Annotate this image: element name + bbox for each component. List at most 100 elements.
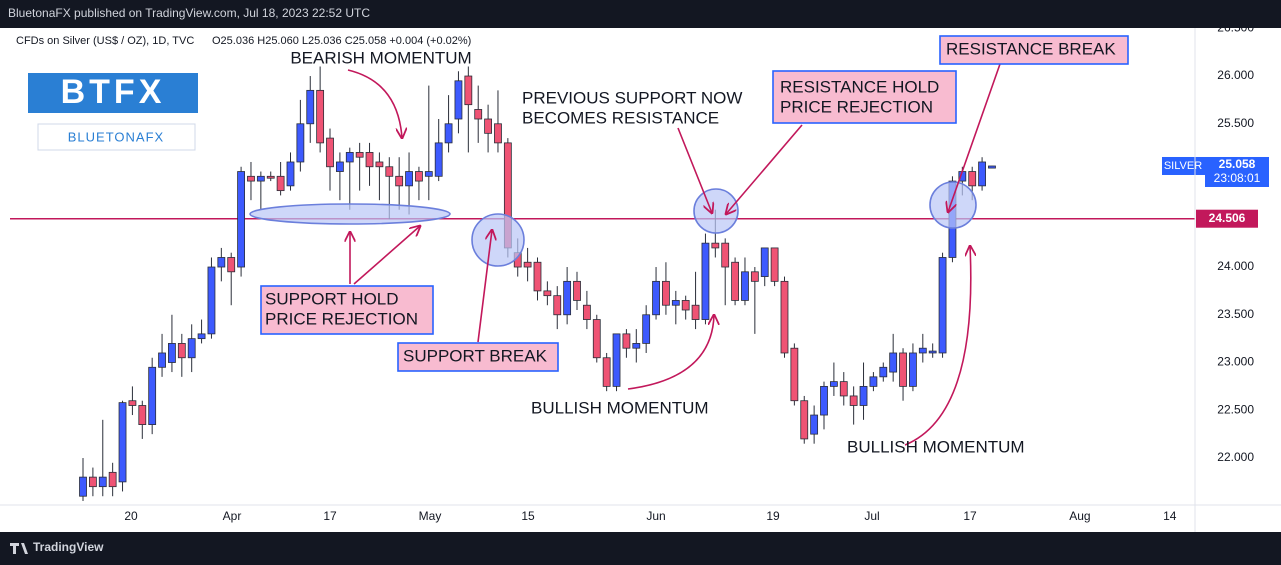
x-tick-label: Jul [864,509,879,523]
candle-body [582,304,591,320]
last-name-tag [1162,156,1205,175]
y-tick-label: 22.500 [1217,402,1254,416]
last-name: SILVER [1164,160,1202,172]
candle-body [918,347,927,354]
candle-body [415,171,423,182]
x-tick-label: 17 [323,509,337,523]
candle-body [79,476,87,497]
candle-body [899,352,907,387]
logo-box [28,73,198,113]
candle-body [553,295,562,316]
candle-body [138,405,147,425]
candle-body [148,366,157,425]
tv-icon [10,543,28,554]
last-price: 25.058 [1219,157,1256,171]
candle-body [681,300,690,311]
candle-body [187,338,196,359]
candle-body [345,152,354,163]
x-tick-label: Aug [1069,509,1090,523]
candle-body [454,80,463,120]
y-tick-label: 22.000 [1217,450,1254,464]
candle-body [335,161,344,172]
x-tick-label: 15 [521,509,535,523]
brand: TradingView [33,540,104,554]
arrow [677,127,712,213]
annotation: SUPPORT BREAK [403,346,548,365]
candle-body [731,261,739,301]
candle-body [770,247,779,282]
candle-body [810,414,819,435]
break-circle [929,181,977,229]
candle-body [879,366,888,378]
x-tick-label: 14 [1163,509,1177,523]
annotations: BEARISH MOMENTUM PREVIOUS SUPPORT NOWBECO… [260,35,1129,456]
annotation: BULLISH MOMENTUM [531,398,709,417]
candle-body [662,280,670,306]
candle-body [612,333,621,387]
arrow [353,226,420,285]
annotation: PREVIOUS SUPPORT NOW [522,88,742,107]
resistance-circle [693,188,739,234]
top-bar [0,0,1281,28]
candle-body [711,242,720,249]
candle-body [375,161,384,168]
candle-body [533,261,542,292]
arrow [948,63,1001,212]
break-circle [471,213,525,267]
candle-body [928,350,937,354]
annotation: RESISTANCE BREAK [946,39,1116,58]
candle-body [494,123,502,144]
logo-text: BTFX [61,73,166,111]
candle-body [108,471,117,488]
candle-body [365,152,374,168]
candle-body [829,381,838,387]
level-tag [1196,209,1258,228]
annotation: BULLISH MOMENTUM [847,437,1025,456]
y-tick-label: 23.500 [1217,307,1254,321]
candle-body [859,385,868,406]
last-price-tag [1205,156,1269,187]
candle-body [395,175,404,187]
annotation: SUPPORT HOLD [265,289,399,308]
candle-body [316,89,325,144]
candle-body [168,343,176,363]
annotation-box [260,285,434,335]
candle-body [691,304,700,320]
arrow [347,69,402,138]
candle-body [543,290,552,297]
annotation-box [772,70,957,124]
candle-body [286,161,295,187]
candle-body [217,257,226,268]
y-tick-label: 24.000 [1217,259,1254,273]
drawings [249,63,1001,446]
candle-body [247,175,255,182]
annotation: PRICE REJECTION [265,309,418,328]
candle-body [434,142,443,177]
candle-body [592,319,601,359]
candle-body [790,347,799,402]
candle-body [484,118,492,134]
logo-box [37,123,196,151]
annotation: BECOMES RESISTANCE [522,108,719,127]
y-tick-label: 23.000 [1217,355,1254,369]
legend-values: O25.036 H25.060 L25.036 C25.058 +0.004 (… [212,35,471,47]
candle-body [652,280,660,316]
candle-body [296,123,305,163]
candle-body [701,242,710,320]
candle-body [869,376,878,387]
countdown: 23:08:01 [1214,171,1261,185]
candle-body [405,171,413,187]
candle-body [563,280,572,316]
candle-body [721,242,730,268]
level-label: 24.506 [1209,211,1246,225]
arrow [726,124,803,214]
candle-body [207,266,216,335]
candle-body [128,400,137,406]
candle-body [385,166,394,177]
candle-body [98,476,107,488]
candle-body [158,352,166,368]
x-tick-label: 20 [124,509,138,523]
support-zone [249,203,451,225]
